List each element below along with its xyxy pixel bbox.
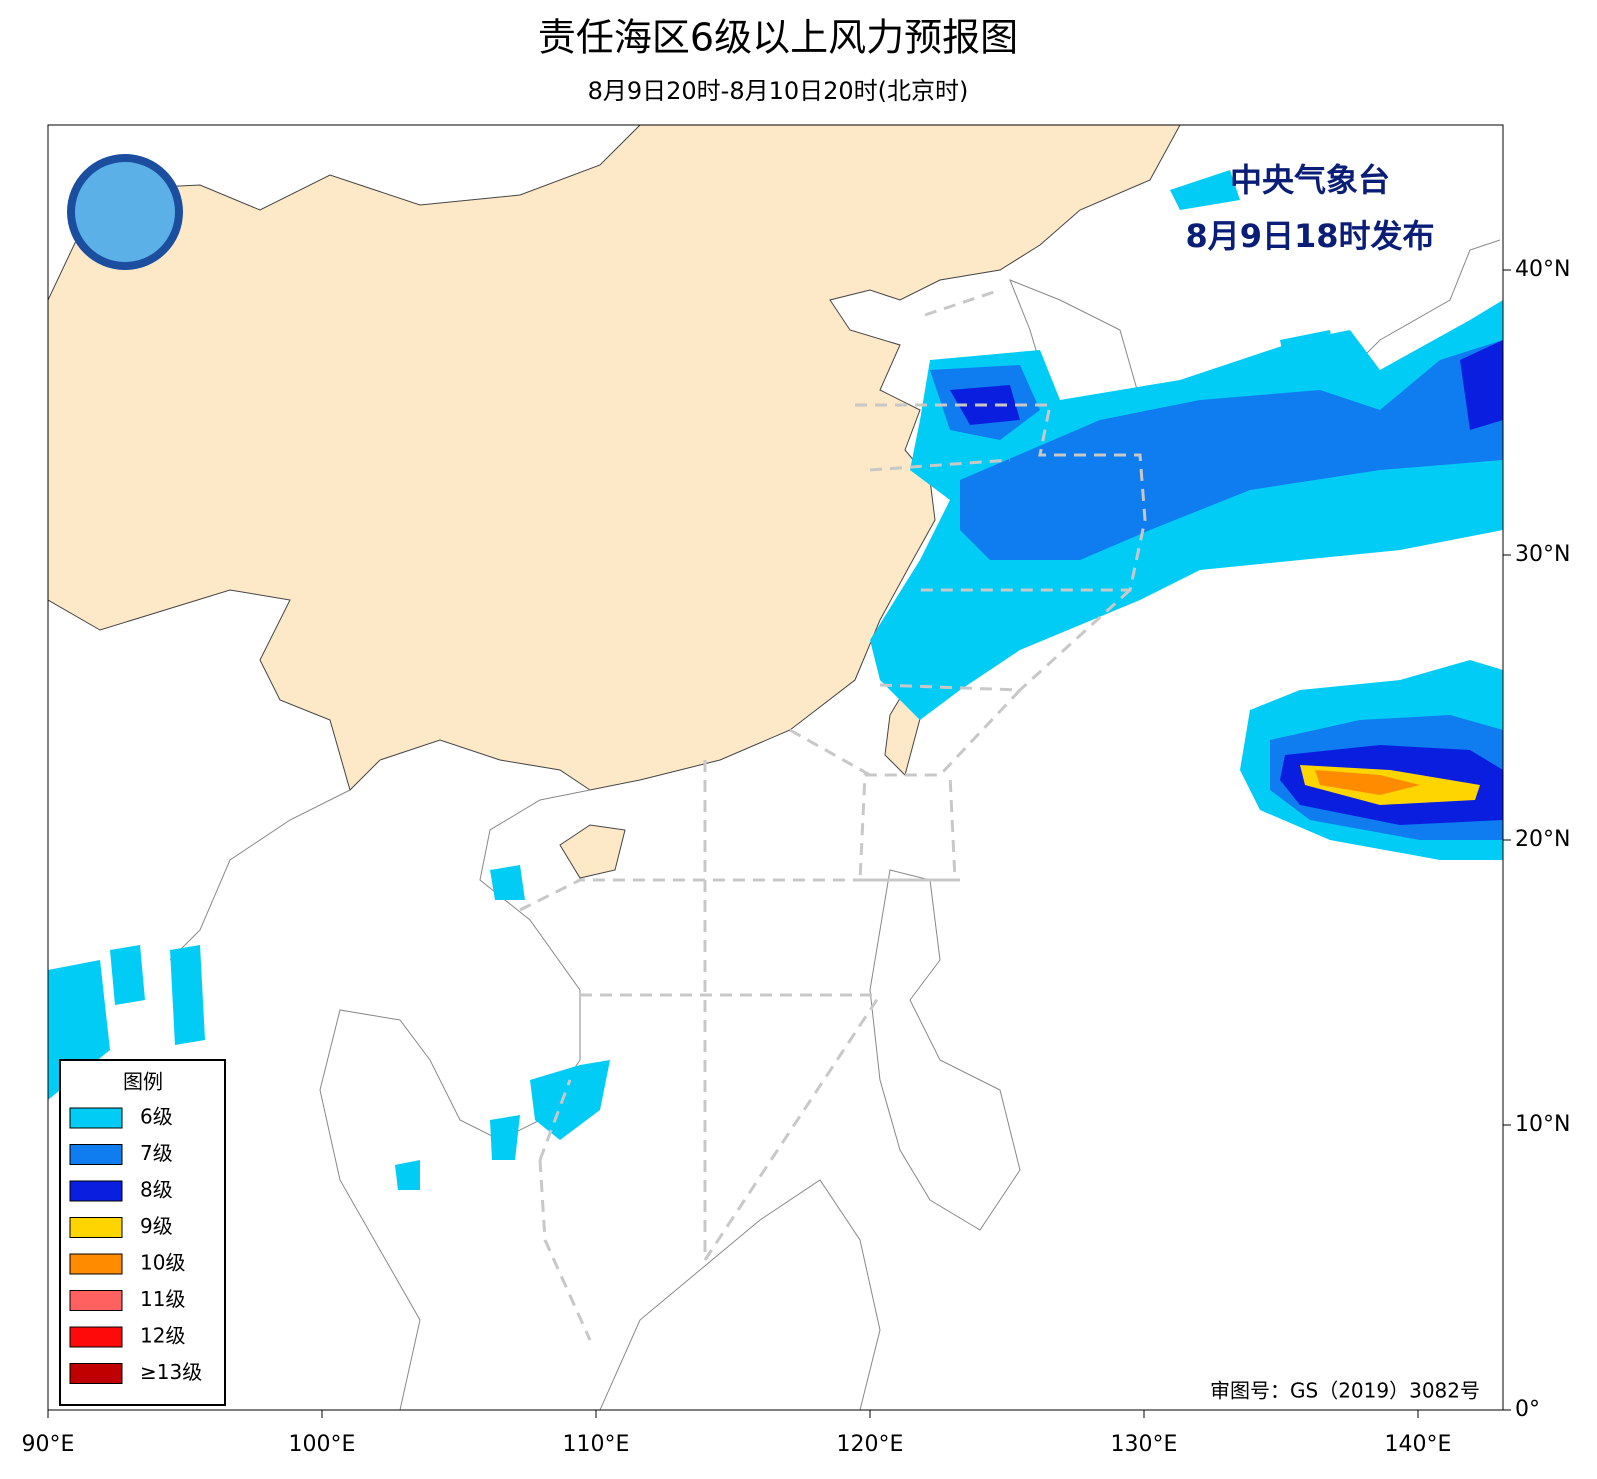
legend-label: ≥13级 xyxy=(140,1360,202,1384)
wind-area xyxy=(960,340,1503,560)
wind-area xyxy=(490,865,525,900)
lat-tick-label: 30°N xyxy=(1515,542,1570,567)
legend-swatch xyxy=(69,1107,123,1129)
logo-inner xyxy=(75,162,175,262)
lat-tick-label: 40°N xyxy=(1515,257,1570,282)
lat-tick-label: 0° xyxy=(1515,1397,1540,1422)
legend-swatch xyxy=(69,1363,123,1384)
legend-label: 11级 xyxy=(140,1287,185,1311)
legend: 图例 6级 7级 8级 9级 10级 11级 12级 ≥13级 xyxy=(59,1059,226,1406)
map-subtitle: 8月9日20时-8月10日20时(北京时) xyxy=(588,77,969,105)
wind-area xyxy=(530,1060,610,1140)
legend-label: 12级 xyxy=(140,1324,185,1348)
wind-area xyxy=(110,945,145,1005)
china-land xyxy=(48,125,1181,791)
legend-label: 10级 xyxy=(140,1251,185,1275)
map-title: 责任海区6级以上风力预报图 xyxy=(538,16,1018,60)
issue-time: 8月9日18时发布 xyxy=(1185,217,1434,255)
legend-label: 7级 xyxy=(140,1141,173,1165)
lon-tick-label: 110°E xyxy=(563,1432,630,1457)
lon-tick-label: 140°E xyxy=(1385,1432,1452,1457)
map-frame xyxy=(47,124,1504,1411)
wind-area xyxy=(490,1115,520,1160)
lon-tick-label: 130°E xyxy=(1111,1432,1178,1457)
legend-title: 图例 xyxy=(123,1070,163,1094)
map-body xyxy=(48,125,1503,1410)
legend-swatch xyxy=(69,1253,123,1275)
legend-swatch xyxy=(69,1217,123,1238)
philippines xyxy=(869,869,1021,1231)
hainan xyxy=(559,824,626,879)
legend-swatch xyxy=(69,1326,123,1348)
lon-tick-label: 100°E xyxy=(289,1432,356,1457)
issuer: 中央气象台 xyxy=(1230,161,1390,199)
wind-area xyxy=(170,945,205,1045)
legend-label: 6级 xyxy=(140,1105,173,1129)
lat-tick-label: 10°N xyxy=(1515,1112,1570,1137)
sea-zone-lines xyxy=(519,288,1147,1341)
wind-area xyxy=(1460,340,1503,430)
wind-area xyxy=(1170,170,1240,210)
legend-swatch xyxy=(69,1180,123,1202)
wind-areas xyxy=(48,170,1503,1190)
lon-tick-label: 120°E xyxy=(837,1432,904,1457)
borneo xyxy=(599,1179,881,1410)
lat-tick-label: 20°N xyxy=(1515,827,1570,852)
legend-swatch xyxy=(69,1290,123,1311)
legend-swatch xyxy=(69,1144,123,1165)
legend-label: 9级 xyxy=(140,1214,173,1238)
wind-area xyxy=(1280,330,1335,365)
wind-area xyxy=(1315,770,1420,795)
review-number: 审图号：GS（2019）3082号 xyxy=(1210,1379,1480,1403)
wind-area xyxy=(395,1160,420,1190)
lon-tick-label: 90°E xyxy=(22,1432,75,1457)
legend-label: 8级 xyxy=(140,1178,173,1202)
